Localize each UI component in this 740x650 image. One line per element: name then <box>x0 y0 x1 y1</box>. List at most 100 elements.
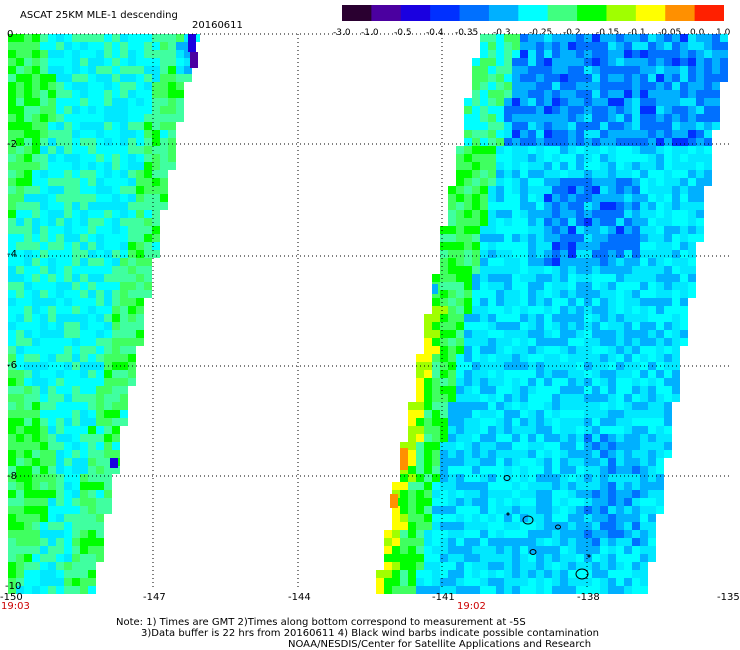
swath-cell <box>88 330 96 338</box>
swath-cell <box>600 194 608 202</box>
swath-cell <box>584 202 592 210</box>
swath-cell <box>48 66 56 74</box>
swath-cell <box>80 154 88 162</box>
swath-cell <box>16 554 24 562</box>
swath-cell <box>616 50 624 58</box>
swath-cell <box>616 34 624 42</box>
swath-cell <box>616 586 624 594</box>
swath-cell <box>8 530 16 538</box>
swath-cell <box>456 546 464 554</box>
swath-cell <box>696 50 704 58</box>
swath-cell <box>24 114 32 122</box>
swath-cell <box>440 506 448 514</box>
swath-cell <box>32 546 40 554</box>
swath-cell <box>72 338 80 346</box>
swath-cell <box>504 562 512 570</box>
swath-cell <box>472 458 480 466</box>
swath-cell <box>8 338 16 346</box>
swath-cell <box>448 394 456 402</box>
swath-cell <box>112 74 120 82</box>
swath-cell <box>120 250 128 258</box>
swath-cell <box>424 338 432 346</box>
swath-cell <box>600 90 608 98</box>
swath-cell <box>536 122 544 130</box>
swath-cell <box>640 250 648 258</box>
swath-cell <box>464 186 472 194</box>
swath-cell <box>680 314 688 322</box>
swath-cell <box>504 114 512 122</box>
swath-cell <box>512 490 520 498</box>
swath-cell <box>528 314 536 322</box>
swath-cell <box>128 354 136 362</box>
swath-cell <box>544 522 552 530</box>
swath-cell <box>624 314 632 322</box>
swath-cell <box>624 298 632 306</box>
swath-cell <box>8 434 16 442</box>
swath-cell <box>528 554 536 562</box>
swath-cell <box>104 434 112 442</box>
swath-cell <box>624 218 632 226</box>
swath-cell <box>480 546 488 554</box>
swath-cell <box>632 522 640 530</box>
swath-cell <box>8 402 16 410</box>
swath-cell <box>600 258 608 266</box>
swath-cell <box>560 538 568 546</box>
swath-cell <box>80 106 88 114</box>
swath-cell <box>600 562 608 570</box>
swath-cell <box>8 522 16 530</box>
swath-cell <box>496 442 504 450</box>
swath-cell <box>616 442 624 450</box>
swath-cell <box>544 194 552 202</box>
swath-cell <box>120 210 128 218</box>
swath-cell <box>688 186 696 194</box>
swath-cell <box>640 50 648 58</box>
swath-cell <box>448 266 456 274</box>
lat-label-8: -8 <box>7 471 17 482</box>
swath-cell <box>40 346 48 354</box>
swath-cell <box>80 586 88 594</box>
swath-cell <box>64 154 72 162</box>
swath-cell <box>120 138 128 146</box>
swath-cell <box>48 354 56 362</box>
swath-cell <box>480 258 488 266</box>
swath-cell <box>456 418 464 426</box>
swath-cell <box>88 474 96 482</box>
swath-cell <box>496 418 504 426</box>
swath-cell <box>520 530 528 538</box>
swath-cell <box>536 226 544 234</box>
swath-cell <box>160 178 168 186</box>
swath-cell <box>496 330 504 338</box>
swath-cell <box>80 218 88 226</box>
swath-cell <box>632 130 640 138</box>
swath-cell <box>664 114 672 122</box>
swath-cell <box>136 234 144 242</box>
swath-cell <box>632 354 640 362</box>
swath-cell <box>40 66 48 74</box>
swath-cell <box>640 186 648 194</box>
swath-cell <box>608 178 616 186</box>
swath-cell <box>80 82 88 90</box>
swath-cell <box>648 114 656 122</box>
swath-cell <box>496 34 504 42</box>
swath-cell <box>616 338 624 346</box>
swath-cell <box>72 106 80 114</box>
swath-cell <box>624 354 632 362</box>
swath-cell <box>48 114 56 122</box>
swath-cell <box>480 498 488 506</box>
swath-cell <box>8 106 16 114</box>
swath-cell <box>672 170 680 178</box>
swath-cell <box>128 146 136 154</box>
swath-cell <box>440 426 448 434</box>
swath-cell <box>440 418 448 426</box>
swath-cell <box>32 306 40 314</box>
swath-cell <box>80 490 88 498</box>
swath-cell <box>576 402 584 410</box>
swath-cell <box>632 58 640 66</box>
swath-cell <box>576 298 584 306</box>
swath-cell <box>648 514 656 522</box>
swath-cell <box>568 514 576 522</box>
swath-cell <box>640 370 648 378</box>
swath-cell <box>640 82 648 90</box>
swath-cell <box>88 482 96 490</box>
swath-cell <box>616 490 624 498</box>
